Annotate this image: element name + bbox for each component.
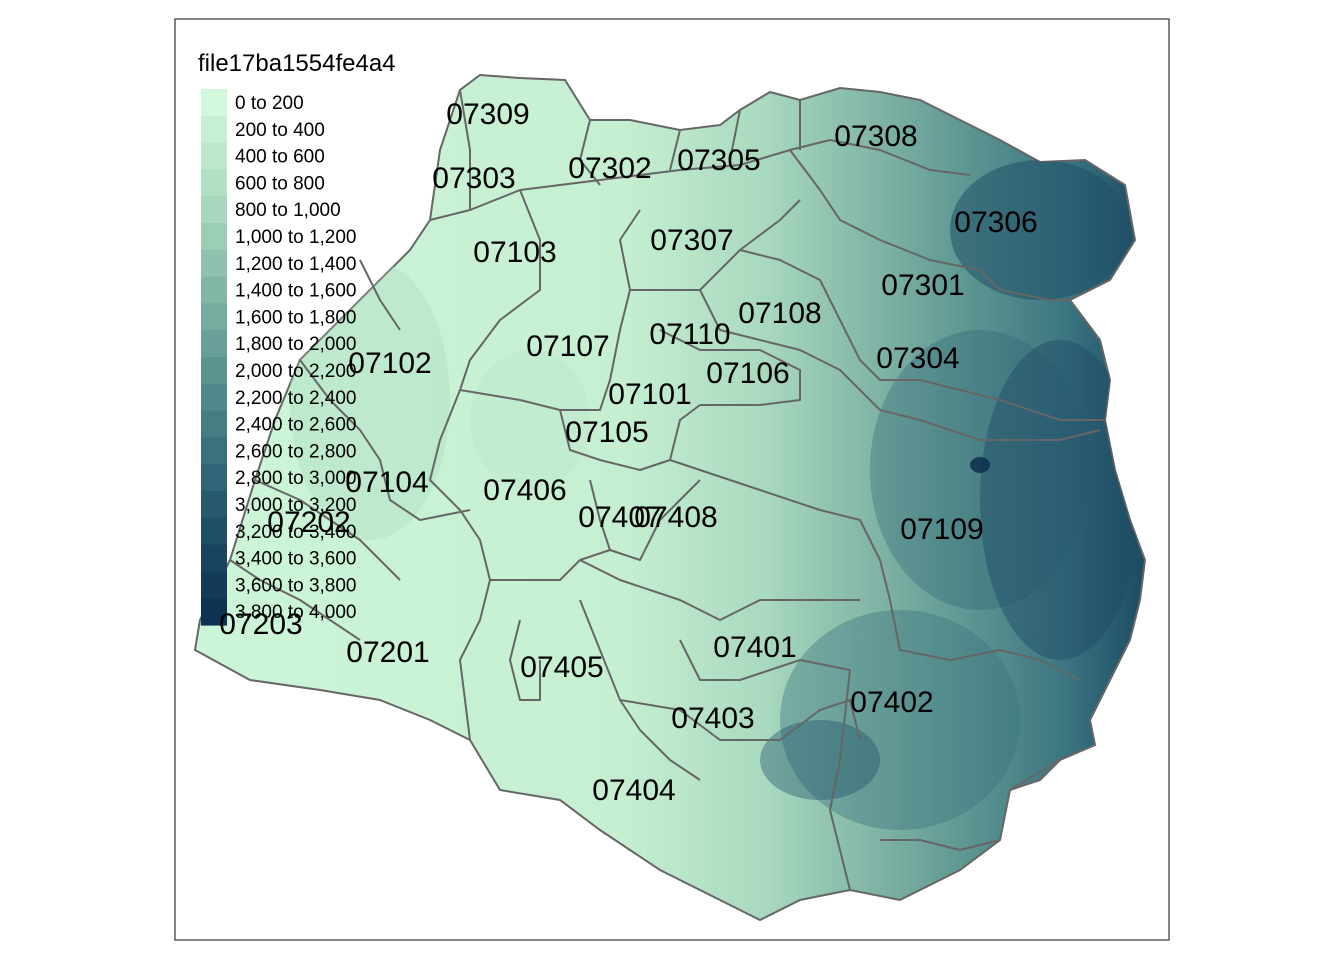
commune-label: 07306	[954, 206, 1037, 239]
commune-label: 07408	[634, 501, 717, 534]
commune-label: 07307	[650, 224, 733, 257]
legend-swatch	[201, 598, 227, 626]
commune-label: 07107	[526, 330, 609, 363]
commune-label: 07303	[432, 162, 515, 195]
commune-label: 07110	[649, 318, 730, 351]
legend-swatch	[201, 89, 227, 117]
commune-label: 07101	[608, 378, 691, 411]
commune-label: 07404	[592, 774, 675, 807]
commune-label: 07401	[713, 631, 796, 664]
commune-label: 07406	[483, 474, 566, 507]
commune-label: 07407	[578, 501, 661, 534]
legend-swatch	[201, 142, 227, 170]
legend-swatch	[201, 223, 227, 251]
commune-label: 07308	[834, 120, 917, 153]
legend-swatch	[201, 169, 227, 197]
legend-swatch	[201, 410, 227, 438]
commune-label: 07203	[219, 608, 302, 641]
legend-label: 2,400 to 2,600	[235, 415, 357, 436]
legend-label: 1,200 to 1,400	[235, 254, 357, 275]
region-outline	[193, 73, 1147, 922]
commune-label: 07403	[671, 702, 754, 735]
legend-swatch	[201, 276, 227, 304]
commune-label: 07102	[348, 347, 431, 380]
legend-swatch	[201, 196, 227, 224]
commune-label: 07305	[677, 144, 760, 177]
legend-swatch	[201, 115, 227, 144]
legend-label: 3,600 to 3,800	[235, 575, 357, 596]
commune-boundaries	[229, 89, 1105, 891]
commune-label: 07202	[267, 506, 350, 539]
commune-label: 07103	[473, 236, 556, 269]
legend-swatch	[201, 249, 227, 278]
legend-title: file17ba1554fe4a4	[198, 50, 396, 77]
commune-label: 07108	[738, 297, 821, 330]
legend-swatch	[201, 383, 227, 412]
legend-swatch	[201, 303, 227, 331]
legend-label: 2,800 to 3,000	[235, 468, 357, 489]
commune-label: 07201	[346, 636, 429, 669]
legend-label: 2,000 to 2,200	[235, 361, 357, 382]
commune-label: 07304	[876, 342, 959, 375]
commune-label: 07302	[568, 152, 651, 185]
legend-label: 600 to 800	[235, 173, 325, 194]
legend-swatch	[201, 330, 227, 358]
commune-label: 07405	[520, 651, 603, 684]
commune-label: 07104	[345, 466, 428, 499]
legend-label: 1,600 to 1,800	[235, 307, 357, 328]
legend-swatch	[201, 464, 227, 492]
legend-label: 1,800 to 2,000	[235, 334, 357, 355]
legend-label: 2,600 to 2,800	[235, 441, 357, 462]
legend: file17ba1554fe4a4 0 to 200 200 to 400 400 …	[198, 50, 396, 626]
commune-label: 07106	[706, 357, 789, 390]
commune-label: 07402	[850, 686, 933, 719]
commune-label: 07105	[565, 416, 648, 449]
legend-swatch	[201, 437, 227, 465]
legend-label: 200 to 400	[235, 120, 325, 141]
legend-swatch	[201, 491, 227, 519]
legend-label: 2,200 to 2,400	[235, 388, 357, 409]
legend-swatch	[201, 571, 227, 599]
commune-label: 07109	[900, 513, 983, 546]
legend-label: 1,400 to 1,600	[235, 281, 357, 302]
legend-label: 1,000 to 1,200	[235, 227, 357, 248]
legend-label: 400 to 600	[235, 147, 325, 168]
legend-label: 800 to 1,000	[235, 200, 341, 221]
commune-label: 07301	[881, 269, 964, 302]
commune-label: 07309	[446, 98, 529, 131]
legend-label: 3,400 to 3,600	[235, 549, 357, 570]
legend-label: 3,000 to 3,200	[235, 495, 357, 516]
commune-labels: 07309 07308 07302 07305 07303 07306 07307 07103…	[219, 98, 1037, 807]
legend-swatch	[201, 357, 227, 385]
legend-label: 0 to 200	[235, 93, 304, 114]
legend-swatch	[201, 517, 227, 546]
legend-swatch	[201, 544, 227, 572]
legend-label: 3,800 to 4,000	[235, 602, 357, 623]
legend-label: 3,200 to 3,400	[235, 522, 357, 543]
legend-items: 0 to 200 200 to 400 400 to 600 600 to 800 80…	[201, 89, 357, 626]
